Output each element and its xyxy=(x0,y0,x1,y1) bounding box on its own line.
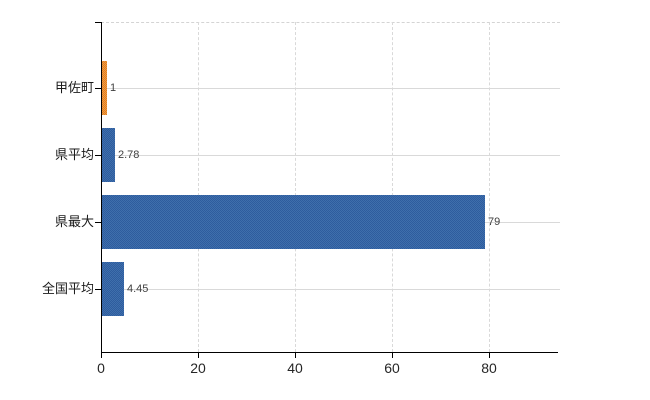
x-tick-label: 0 xyxy=(97,360,105,376)
bar-value-label: 2.78 xyxy=(118,149,140,161)
x-tick-label: 80 xyxy=(481,360,497,376)
vertical-gridline xyxy=(198,22,199,352)
x-tick-label: 60 xyxy=(384,360,400,376)
horizontal-gridline xyxy=(101,289,560,290)
horizontal-gridline xyxy=(101,88,560,89)
bar xyxy=(102,61,107,115)
y-axis-tick xyxy=(95,155,101,156)
x-axis-tick xyxy=(392,352,393,358)
horizontal-gridline xyxy=(101,155,560,156)
bar-value-label: 4.45 xyxy=(127,283,149,295)
vertical-gridline xyxy=(295,22,296,352)
x-axis-tick xyxy=(198,352,199,358)
x-axis-line xyxy=(101,352,558,353)
y-axis-tick xyxy=(95,222,101,223)
plot-top-border xyxy=(101,22,560,23)
y-axis-tick xyxy=(95,22,101,23)
vertical-gridline xyxy=(489,22,490,352)
y-axis-tick xyxy=(95,88,101,89)
x-tick-label: 40 xyxy=(287,360,303,376)
bar xyxy=(102,128,115,182)
x-tick-label: 20 xyxy=(190,360,206,376)
x-axis-tick xyxy=(489,352,490,358)
x-axis-tick xyxy=(295,352,296,358)
category-label: 県最大 xyxy=(54,214,94,229)
bar-value-label: 79 xyxy=(488,216,501,228)
bar-value-label: 1 xyxy=(110,82,117,94)
x-axis-tick xyxy=(101,352,102,358)
bar xyxy=(102,262,124,316)
y-axis-tick xyxy=(95,289,101,290)
category-label: 全国平均 xyxy=(41,281,94,296)
vertical-gridline xyxy=(392,22,393,352)
y-axis-line xyxy=(101,22,102,352)
bar xyxy=(102,195,485,249)
category-label: 甲佐町 xyxy=(54,80,94,95)
category-label: 県平均 xyxy=(54,147,94,162)
